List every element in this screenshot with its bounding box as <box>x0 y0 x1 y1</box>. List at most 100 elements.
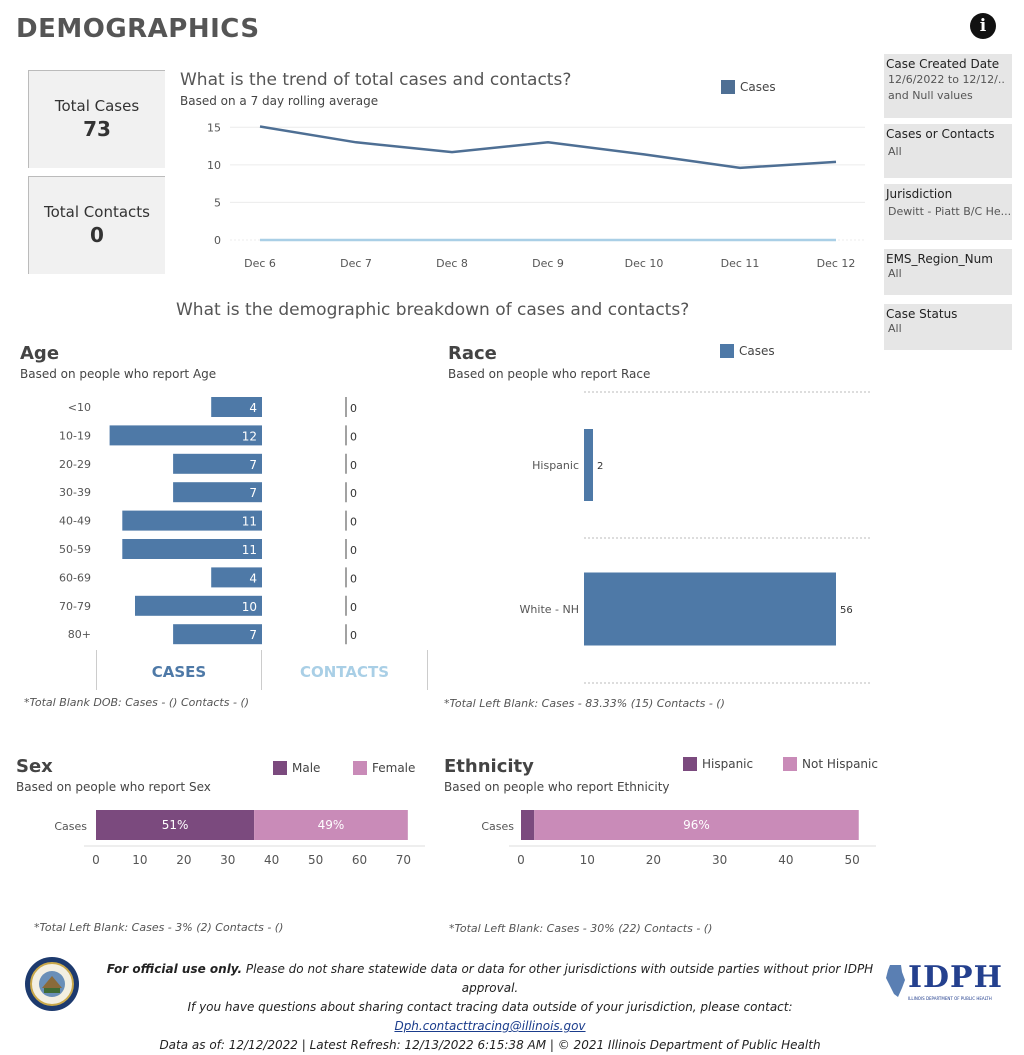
ethnicity-x-tick-label: 0 <box>517 853 525 867</box>
footer-official-use: For official use only. <box>106 962 243 976</box>
sex-segment-label: 51% <box>162 818 189 832</box>
filter-label: Jurisdiction <box>886 187 953 201</box>
legend-swatch-cases <box>721 79 735 94</box>
footer-disclaimer: For official use only. Please do not sha… <box>100 960 880 1055</box>
filter-cases-or-contacts[interactable]: Cases or Contacts All <box>884 124 1012 178</box>
sex-legend-male-label: Male <box>292 760 321 775</box>
ethnicity-x-tick-label: 30 <box>712 853 727 867</box>
contacts-toggle-button[interactable]: CONTACTS <box>262 650 428 690</box>
trend-legend[interactable]: Cases <box>721 76 776 95</box>
sex-x-tick-label: 20 <box>176 853 191 867</box>
sex-segment-female <box>254 810 408 840</box>
age-contacts-value-label: 0 <box>350 430 357 443</box>
age-cases-value-label: 7 <box>249 486 257 500</box>
race-note: *Total Left Blank: Cases - 83.33% (15) C… <box>444 697 725 710</box>
sex-stacked-bar-chart[interactable]: Cases 51% 49% 0 10 20 30 40 50 60 70 <box>16 800 436 875</box>
age-cases-value-label: 4 <box>249 401 257 415</box>
trend-legend-label: Cases <box>740 79 776 94</box>
sex-x-tick-label: 30 <box>220 853 235 867</box>
sex-legend-female[interactable]: Female <box>353 757 415 776</box>
age-category-label: 10-19 <box>59 429 91 442</box>
filter-label: Case Created Date <box>886 57 1000 71</box>
filter-case-created-date[interactable]: Case Created Date 12/6/2022 to 12/12/.. … <box>884 54 1012 118</box>
age-cases-bar <box>135 595 262 616</box>
age-contacts-value-label: 0 <box>350 601 357 614</box>
age-cases-value-label: 12 <box>242 429 257 443</box>
ethnicity-segment-not-hispanic <box>534 810 859 840</box>
x-tick-label: Dec 8 <box>436 257 468 270</box>
idph-logo: IDPH ILLINOIS DEPARTMENT OF PUBLIC HEALT… <box>884 960 1014 1006</box>
total-contacts-tile: Total Contacts 0 <box>28 176 165 274</box>
age-category-label: 20-29 <box>59 458 91 471</box>
cases-toggle-button[interactable]: CASES <box>96 650 262 690</box>
age-bar-chart[interactable]: <10 4 0 10-19 12 0 20-29 7 0 30-39 7 0 40-49 11 0 50-59… <box>20 390 440 648</box>
age-category-label: 70-79 <box>59 600 91 613</box>
footer-line2: If you have questions about sharing cont… <box>187 1000 793 1014</box>
age-note: *Total Blank DOB: Cases - () Contacts - … <box>24 696 250 709</box>
ethnicity-legend-hispanic-label: Hispanic <box>702 756 754 771</box>
ethnicity-category-label: Cases <box>481 820 514 833</box>
trend-subtitle: Based on a 7 day rolling average <box>180 94 379 108</box>
sex-legend-male[interactable]: Male <box>273 757 320 776</box>
total-cases-value: 73 <box>83 117 111 141</box>
age-cases-value-label: 7 <box>249 628 257 642</box>
sex-x-tick-label: 60 <box>352 853 367 867</box>
age-contacts-value-label: 0 <box>350 544 357 557</box>
filter-ems-region[interactable]: EMS_Region_Num All <box>884 249 1012 295</box>
ethnicity-stacked-bar-chart[interactable]: Cases 96% 0 10 20 30 40 50 <box>444 800 884 875</box>
ethnicity-legend-hispanic[interactable]: Hispanic <box>683 753 753 772</box>
age-cases-bar <box>211 567 262 588</box>
ethnicity-title: Ethnicity <box>444 756 534 777</box>
sex-category-label: Cases <box>54 820 87 833</box>
filter-value: All <box>888 267 902 280</box>
age-cases-bar <box>122 510 262 531</box>
age-cases-value-label: 4 <box>249 571 257 585</box>
age-title: Age <box>20 343 60 364</box>
age-cases-bar <box>122 539 262 559</box>
trend-title: What is the trend of total cases and con… <box>180 70 572 90</box>
sex-subtitle: Based on people who report Sex <box>16 780 211 794</box>
page-title: DEMOGRAPHICS <box>16 14 260 44</box>
ethnicity-x-tick-label: 10 <box>580 853 595 867</box>
sex-x-tick-label: 0 <box>92 853 100 867</box>
ethnicity-legend-not-hispanic-label: Not Hispanic <box>802 756 878 771</box>
filter-case-status[interactable]: Case Status All <box>884 304 1012 350</box>
race-category-label: White - NH <box>520 603 579 616</box>
y-tick-label: 5 <box>214 196 221 209</box>
ethnicity-segment-label: 96% <box>683 818 710 832</box>
x-tick-label: Dec 6 <box>244 257 276 270</box>
race-bar-chart[interactable]: Hispanic 2 White - NH 56 <box>448 385 878 690</box>
age-cases-bar <box>173 482 262 503</box>
sex-segment-label: 49% <box>318 818 345 832</box>
sex-note: *Total Left Blank: Cases - 3% (2) Contac… <box>34 921 284 934</box>
ethnicity-x-tick-label: 20 <box>646 853 661 867</box>
age-cases-value-label: 7 <box>249 458 257 472</box>
x-tick-label: Dec 7 <box>340 257 372 270</box>
contact-email-link[interactable]: Dph.contacttracing@illinois.gov <box>394 1019 586 1033</box>
trend-line-chart[interactable]: 0 5 10 15 Dec 6 Dec 7 Dec 8 Dec 9 Dec 10 Dec 11 De… <box>195 110 875 280</box>
legend-swatch-female <box>353 760 367 775</box>
race-legend[interactable]: Cases <box>720 340 775 359</box>
filter-label: EMS_Region_Num <box>886 252 993 266</box>
y-tick-label: 0 <box>214 234 221 247</box>
legend-swatch-hispanic <box>683 756 697 771</box>
total-cases-label: Total Cases <box>54 97 140 115</box>
illinois-state-seal-logo <box>25 957 79 1011</box>
age-cases-bar <box>109 425 262 446</box>
ethnicity-note: *Total Left Blank: Cases - 30% (22) Cont… <box>449 922 713 935</box>
series-line-cases <box>259 125 837 170</box>
age-category-label: <10 <box>68 401 91 414</box>
ethnicity-legend-not-hispanic[interactable]: Not Hispanic <box>783 753 878 772</box>
race-value-label: 56 <box>840 605 853 616</box>
filter-label: Cases or Contacts <box>886 127 995 141</box>
age-category-label: 30-39 <box>59 486 91 499</box>
info-icon[interactable]: i <box>970 13 996 39</box>
filter-jurisdiction[interactable]: Jurisdiction Dewitt - Piatt B/C He... <box>884 184 1012 240</box>
filter-label: Case Status <box>886 307 958 321</box>
race-title: Race <box>448 343 497 364</box>
age-category-label: 50-59 <box>59 543 91 556</box>
sex-segment-male <box>96 810 255 840</box>
age-contacts-value-label: 0 <box>350 487 357 500</box>
age-contacts-value-label: 0 <box>350 516 357 529</box>
age-contacts-value-label: 0 <box>350 572 357 585</box>
